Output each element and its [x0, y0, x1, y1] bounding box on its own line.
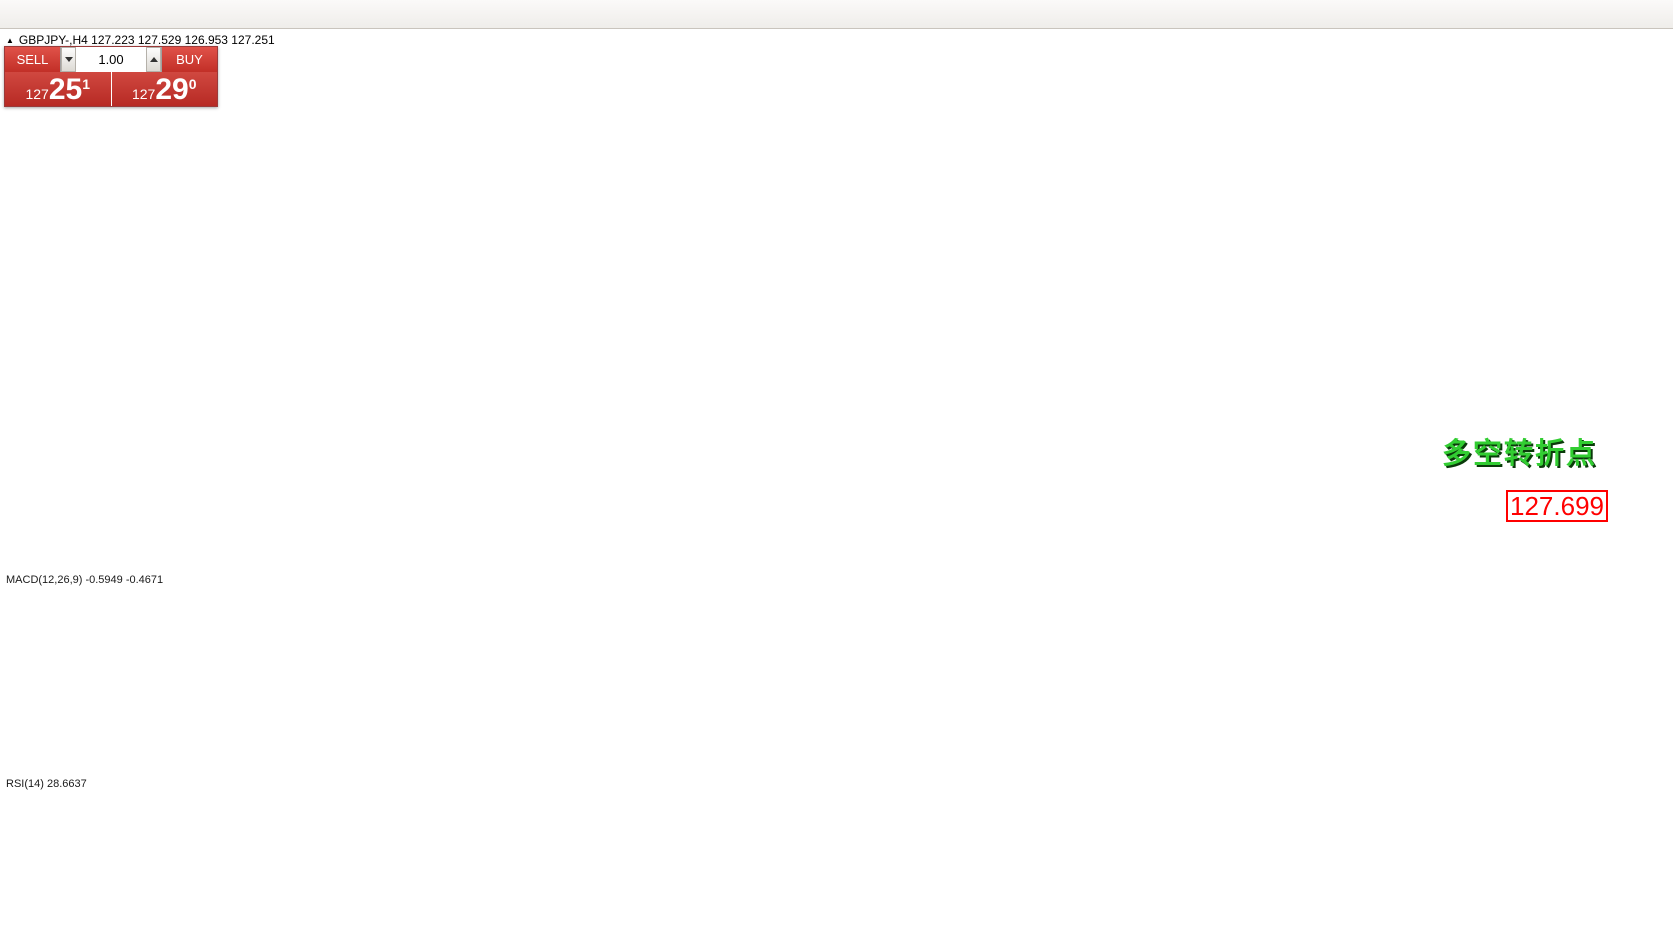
sell-price-sup: 1 — [82, 76, 91, 92]
symbol-info: ▲ GBPJPY-,H4 127.223 127.529 126.953 127… — [6, 33, 275, 47]
sell-button[interactable]: SELL — [5, 47, 60, 72]
sell-price-small: 127 — [25, 86, 49, 102]
collapse-triangle-icon[interactable]: ▲ — [6, 35, 14, 45]
buy-price-display[interactable]: 127 29 0 — [111, 72, 217, 106]
symbol-ohlc-text: GBPJPY-,H4 127.223 127.529 126.953 127.2… — [18, 33, 275, 47]
volume-input[interactable] — [76, 47, 146, 72]
triangle-down-icon — [64, 57, 73, 62]
buy-button[interactable]: BUY — [162, 47, 217, 72]
buy-price-sup: 0 — [188, 76, 197, 92]
toolbar — [0, 0, 1673, 29]
triangle-up-icon — [149, 57, 158, 62]
buy-price-small: 127 — [131, 86, 156, 102]
volume-control — [60, 47, 162, 72]
one-click-trading-panel: SELL BUY 127 25 1 127 29 0 — [4, 46, 218, 107]
macd-indicator-label: MACD(12,26,9) -0.5949 -0.4671 — [6, 574, 164, 586]
turning-point-annotation[interactable]: 多空转折点 — [1442, 438, 1598, 470]
rsi-indicator-label: RSI(14) 28.6637 — [6, 778, 87, 790]
sell-price-big: 25 — [48, 73, 83, 106]
buy-price-big: 29 — [155, 73, 189, 106]
volume-increase-button[interactable] — [146, 47, 161, 72]
price-annotation-box[interactable]: 127.699 — [1506, 490, 1608, 522]
sell-price-display[interactable]: 127 25 1 — [5, 72, 111, 106]
volume-decrease-button[interactable] — [61, 47, 76, 72]
